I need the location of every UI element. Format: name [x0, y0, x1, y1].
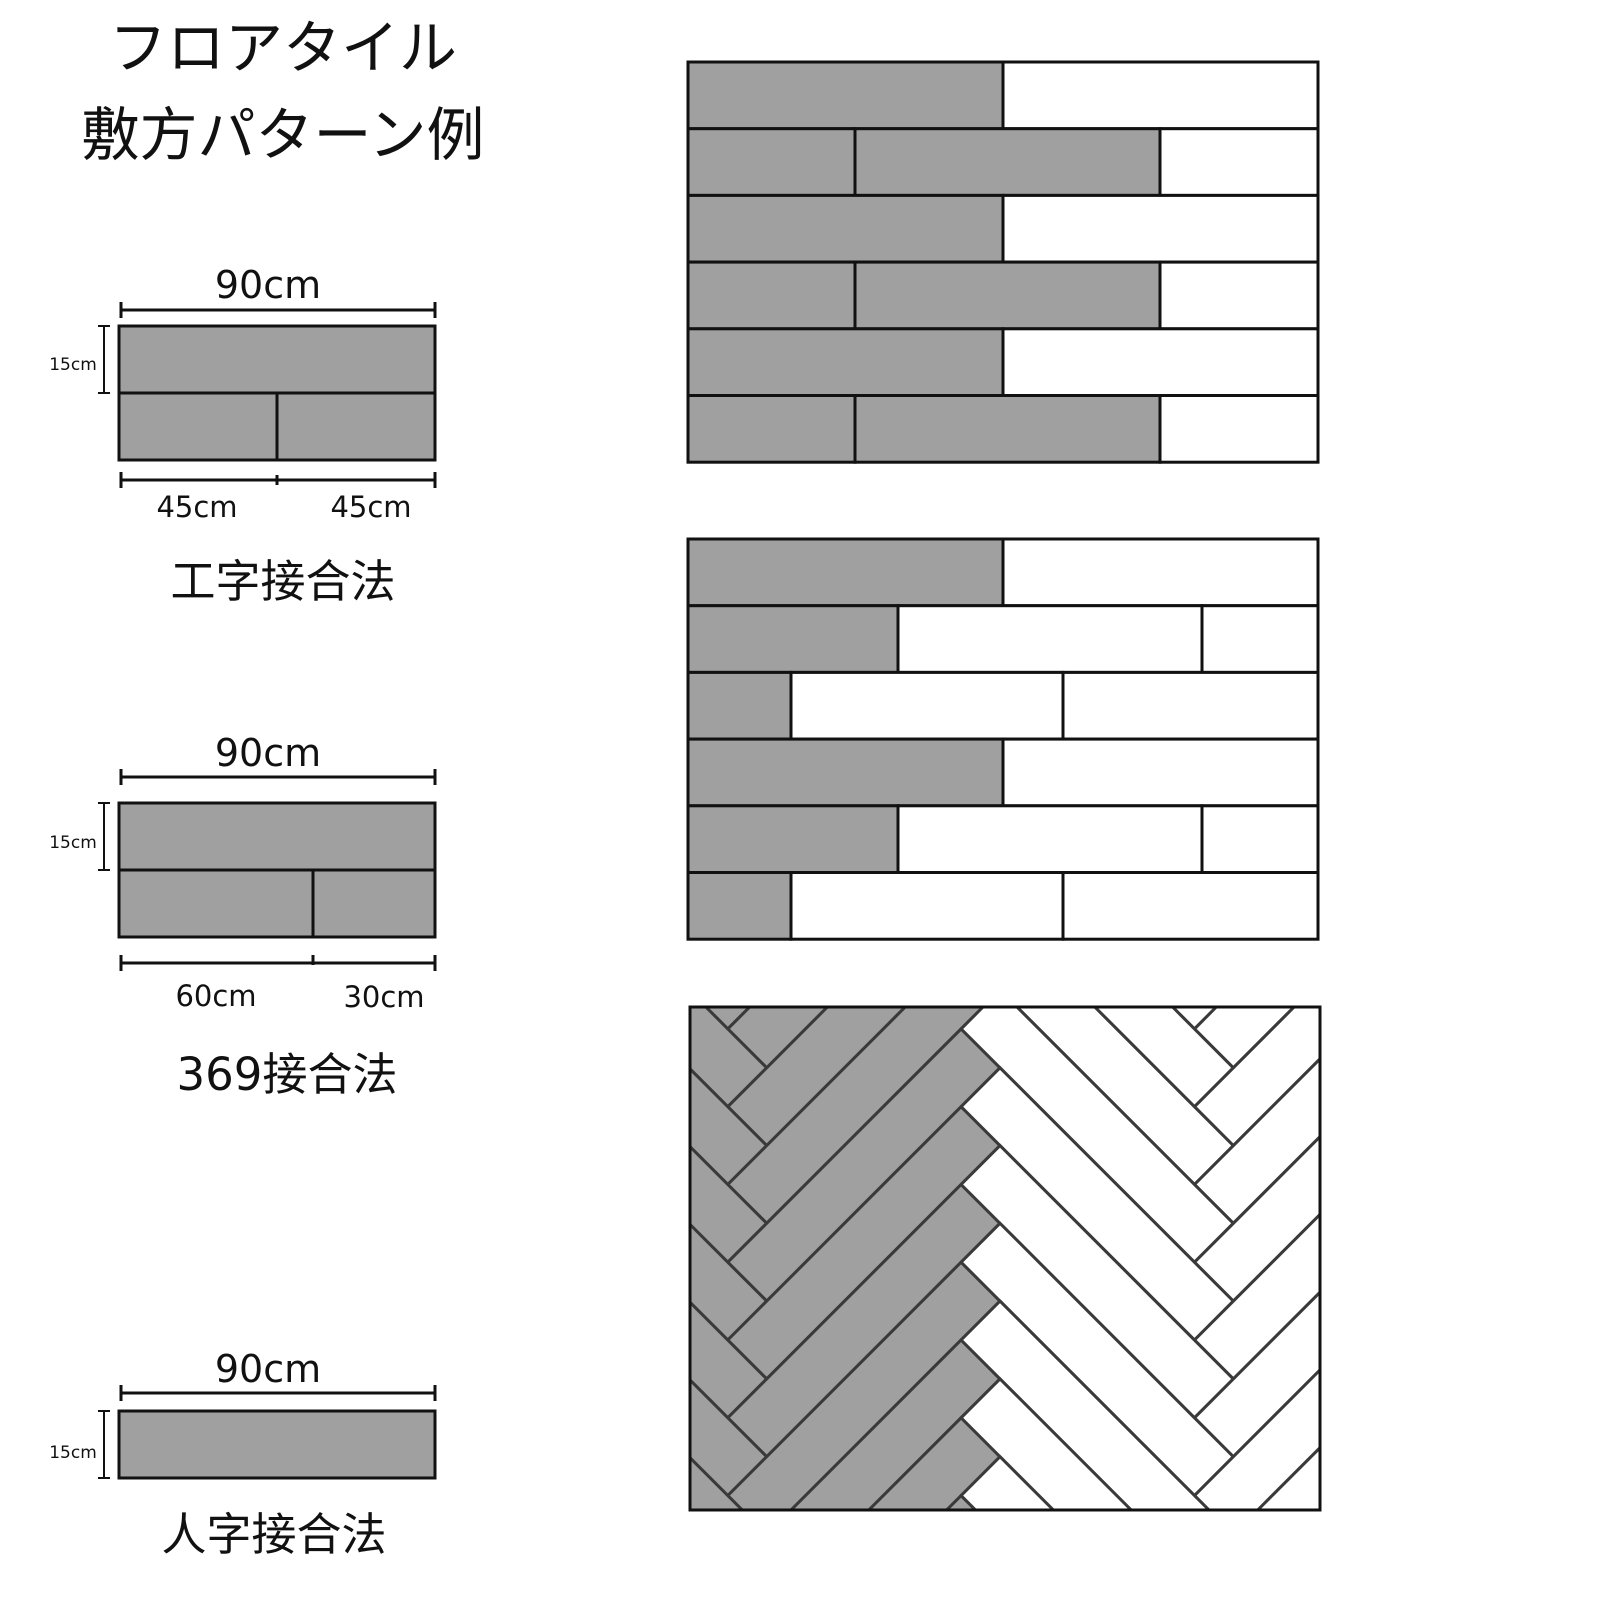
herringbone-frame — [688, 1005, 1322, 1512]
tile — [789, 670, 1065, 741]
tile — [1001, 537, 1320, 608]
width-label: 90cm — [215, 731, 321, 775]
tile-joint-lines — [119, 391, 435, 460]
tile-joint-lines — [119, 868, 435, 937]
tile — [1001, 193, 1320, 264]
tile — [1001, 327, 1320, 397]
height-dimension-line — [98, 1410, 110, 1479]
tile — [686, 804, 900, 874]
tile — [686, 670, 793, 741]
legend-herringbone-pattern: 90cm 15cm 人字接合法 — [49, 1347, 437, 1561]
tile — [1001, 60, 1320, 131]
width-label: 90cm — [215, 1347, 321, 1391]
tile — [1061, 670, 1320, 741]
tile — [1200, 604, 1320, 674]
pattern-name: 工字接合法 — [170, 555, 395, 608]
tile — [686, 193, 1005, 264]
segment-dimension-line — [119, 955, 437, 971]
title-line2: 敷方パターン例 — [81, 101, 484, 169]
tile — [853, 127, 1162, 197]
tile — [853, 394, 1162, 464]
tile — [1061, 871, 1320, 941]
tile — [686, 604, 900, 674]
title-line1: フロアタイル — [109, 14, 457, 82]
tile — [1158, 260, 1320, 331]
width-label: 90cm — [215, 263, 321, 307]
width-dimension-line — [119, 1385, 437, 1401]
tile — [789, 871, 1065, 941]
legend-brick-pattern: 90cm 15cm 45cm 45cm 工字接合法 — [49, 263, 437, 608]
tile — [896, 604, 1204, 674]
tile — [1158, 394, 1320, 464]
tile — [1158, 127, 1320, 197]
segment-label: 45cm — [330, 490, 411, 524]
tile — [686, 327, 1005, 397]
tile — [686, 394, 857, 464]
pattern-name: 人字接合法 — [161, 1508, 386, 1561]
pattern-name: 369接合法 — [177, 1048, 398, 1101]
legend-369-pattern: 90cm 15cm 60cm 30cm 369接合法 — [49, 731, 437, 1101]
tile — [686, 127, 857, 197]
tile — [686, 537, 1005, 608]
height-label: 15cm — [49, 833, 97, 853]
tile-sample — [117, 1409, 437, 1480]
tile — [686, 737, 1005, 808]
height-dimension-line — [98, 802, 110, 871]
brick-pattern-illustration — [686, 60, 1320, 464]
width-dimension-line — [119, 302, 437, 318]
tile — [686, 871, 793, 941]
segment-label: 30cm — [343, 980, 424, 1014]
segment-dimension-line — [119, 472, 437, 488]
height-label: 15cm — [49, 1443, 97, 1463]
tile — [1001, 737, 1320, 808]
tile — [686, 60, 1005, 131]
height-dimension-line — [98, 325, 110, 394]
width-dimension-line — [119, 769, 437, 785]
tile — [853, 260, 1162, 331]
segment-label: 60cm — [175, 979, 256, 1013]
tile — [686, 260, 857, 331]
segment-label: 45cm — [156, 490, 237, 524]
height-label: 15cm — [49, 355, 97, 375]
herringbone-pattern-illustration — [688, 1005, 1322, 1512]
tile — [1200, 804, 1320, 874]
tile — [896, 804, 1204, 874]
369-pattern-illustration — [686, 537, 1320, 941]
